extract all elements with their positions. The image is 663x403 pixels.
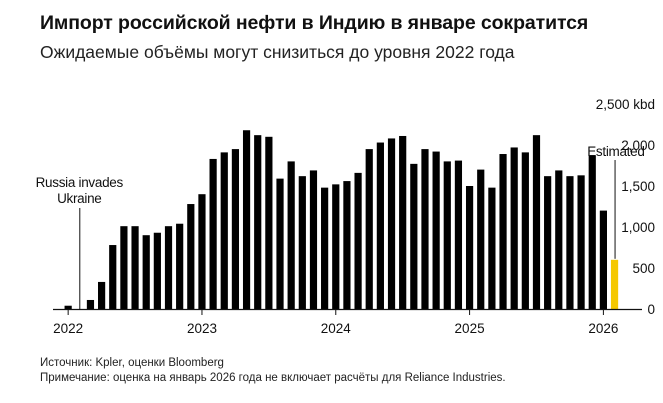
bar-2025-11 <box>577 175 585 309</box>
bar-2022-08 <box>142 235 150 309</box>
y-tick-label-1500: 1,500 <box>621 179 655 194</box>
bar-2023-03 <box>220 152 228 309</box>
y-tick-label-500: 500 <box>632 261 655 276</box>
annotations-group: Russia invades Ukraine Estimated <box>36 144 645 309</box>
bar-2024-12 <box>454 160 463 309</box>
bar-2025-06 <box>521 152 529 309</box>
bar-2023-06 <box>254 135 262 309</box>
x-tick-label-2022: 2022 <box>53 321 83 336</box>
bar-2024-11 <box>443 161 451 309</box>
y-tick-label-2500: 2,500 kbd <box>596 97 655 112</box>
bar-2024-07 <box>399 135 407 309</box>
bar-2026-01 <box>599 210 607 309</box>
bar-2023-11 <box>309 170 318 309</box>
bar-2025-09 <box>555 170 563 309</box>
x-axis: 2022 2023 2024 2025 2026 <box>53 308 642 336</box>
bar-2025-10 <box>566 176 574 309</box>
bar-2022-11 <box>176 223 184 309</box>
x-tick-label-2024: 2024 <box>321 321 352 336</box>
bar-2025-08 <box>544 176 552 309</box>
y-tick-label-1000: 1,000 <box>621 220 655 235</box>
bar-2023-07 <box>265 136 273 309</box>
bar-2022-01 <box>64 305 72 309</box>
bar-2025-02 <box>477 169 485 309</box>
bar-2024-09 <box>421 149 429 309</box>
chart-subtitle: Ожидаемые объёмы могут снизиться до уров… <box>40 42 515 62</box>
bar-2024-02 <box>343 181 351 309</box>
y-axis: 2,500 kbd 2,000 1,500 1,000 500 0 <box>596 97 655 317</box>
bar-2022-10 <box>164 226 173 309</box>
bar-2024-03 <box>354 172 362 309</box>
invasion-annotation: Russia invades Ukraine <box>36 175 124 206</box>
footnote: Примечание: оценка на январь 2026 года н… <box>40 372 506 384</box>
bar-2022-04 <box>98 281 106 309</box>
bar-2023-01 <box>198 194 206 309</box>
bar-2024-06 <box>387 138 396 309</box>
x-tick-label-2025: 2025 <box>455 321 485 336</box>
estimated-bar-2026-02 <box>610 259 619 309</box>
bar-2023-04 <box>231 149 240 309</box>
bar-2025-01 <box>465 186 474 309</box>
chart-title: Импорт российской нефти в Индию в январе… <box>40 12 589 34</box>
x-tick-label-2026: 2026 <box>588 321 618 336</box>
bar-2024-10 <box>432 151 440 309</box>
bar-2022-09 <box>153 232 161 309</box>
bar-2023-09 <box>287 161 295 309</box>
bar-2025-12 <box>588 155 596 309</box>
bar-2023-02 <box>209 158 217 309</box>
bar-2022-03 <box>86 299 95 309</box>
bar-2022-07 <box>131 226 139 309</box>
bar-2022-12 <box>187 204 195 309</box>
x-tick-label-2023: 2023 <box>187 321 217 336</box>
y-tick-label-0: 0 <box>647 302 655 317</box>
bar-2025-03 <box>488 187 496 309</box>
bar-2024-08 <box>410 163 418 309</box>
bar-2022-06 <box>120 226 128 309</box>
bar-2023-05 <box>242 130 251 309</box>
bar-2023-10 <box>298 176 306 309</box>
bar-2023-08 <box>276 178 284 309</box>
bar-2024-05 <box>376 142 384 309</box>
bar-2025-04 <box>499 154 507 309</box>
estimated-annotation: Estimated <box>587 144 644 159</box>
bar-2025-07 <box>532 135 541 309</box>
bar-2022-05 <box>109 245 117 309</box>
bar-2025-05 <box>510 147 518 309</box>
bar-2024-01 <box>332 184 340 309</box>
bar-2024-04 <box>365 149 373 309</box>
bars-group <box>64 130 619 309</box>
bar-2023-12 <box>321 187 329 309</box>
source-note: Источник: Kpler, оценки Bloomberg <box>40 357 224 369</box>
y-tick-label-2000: 2,000 <box>621 138 655 153</box>
